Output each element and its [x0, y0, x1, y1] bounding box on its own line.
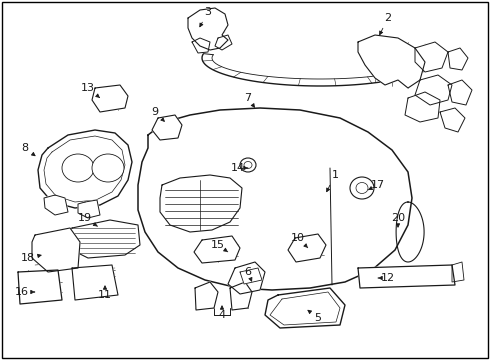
- Text: 10: 10: [291, 233, 308, 248]
- Text: 19: 19: [78, 213, 97, 226]
- Polygon shape: [18, 270, 62, 304]
- Polygon shape: [138, 108, 412, 290]
- Polygon shape: [358, 265, 455, 288]
- Polygon shape: [160, 175, 242, 232]
- Polygon shape: [32, 228, 80, 272]
- Polygon shape: [92, 85, 128, 112]
- Text: 9: 9: [151, 107, 164, 121]
- Text: 17: 17: [368, 180, 385, 190]
- Ellipse shape: [244, 162, 252, 168]
- Ellipse shape: [62, 154, 94, 182]
- Text: 7: 7: [245, 93, 254, 107]
- Polygon shape: [78, 200, 100, 218]
- Polygon shape: [215, 35, 232, 50]
- Polygon shape: [72, 265, 118, 300]
- Polygon shape: [195, 282, 218, 310]
- Polygon shape: [452, 262, 464, 282]
- Polygon shape: [448, 48, 468, 70]
- Text: 2: 2: [380, 13, 392, 35]
- Text: 16: 16: [15, 287, 35, 297]
- Polygon shape: [265, 288, 345, 328]
- Polygon shape: [288, 234, 326, 262]
- Polygon shape: [415, 42, 448, 72]
- Polygon shape: [440, 108, 465, 132]
- Text: 18: 18: [21, 253, 41, 263]
- Polygon shape: [415, 75, 452, 105]
- Text: 11: 11: [98, 286, 112, 300]
- Text: 13: 13: [81, 83, 99, 98]
- Text: 14: 14: [231, 163, 248, 173]
- Text: 20: 20: [391, 213, 405, 227]
- Ellipse shape: [356, 183, 368, 194]
- Polygon shape: [270, 292, 340, 325]
- Text: 12: 12: [378, 273, 395, 283]
- Polygon shape: [188, 8, 228, 50]
- Polygon shape: [194, 236, 240, 263]
- Polygon shape: [38, 130, 132, 208]
- Text: 1: 1: [327, 170, 339, 192]
- Text: 6: 6: [245, 267, 252, 281]
- Text: 3: 3: [200, 7, 212, 27]
- Polygon shape: [405, 92, 440, 122]
- Ellipse shape: [92, 154, 124, 182]
- Polygon shape: [44, 195, 68, 215]
- Text: 8: 8: [22, 143, 35, 156]
- Polygon shape: [230, 282, 252, 310]
- Text: 5: 5: [308, 310, 321, 323]
- Polygon shape: [228, 262, 265, 294]
- Polygon shape: [68, 220, 140, 258]
- Text: 15: 15: [211, 240, 228, 252]
- Polygon shape: [192, 38, 210, 53]
- Ellipse shape: [350, 177, 374, 199]
- Polygon shape: [448, 80, 472, 105]
- Polygon shape: [152, 115, 182, 140]
- Text: 4: 4: [219, 306, 225, 320]
- Polygon shape: [240, 268, 262, 284]
- Ellipse shape: [240, 158, 256, 172]
- Polygon shape: [358, 35, 425, 88]
